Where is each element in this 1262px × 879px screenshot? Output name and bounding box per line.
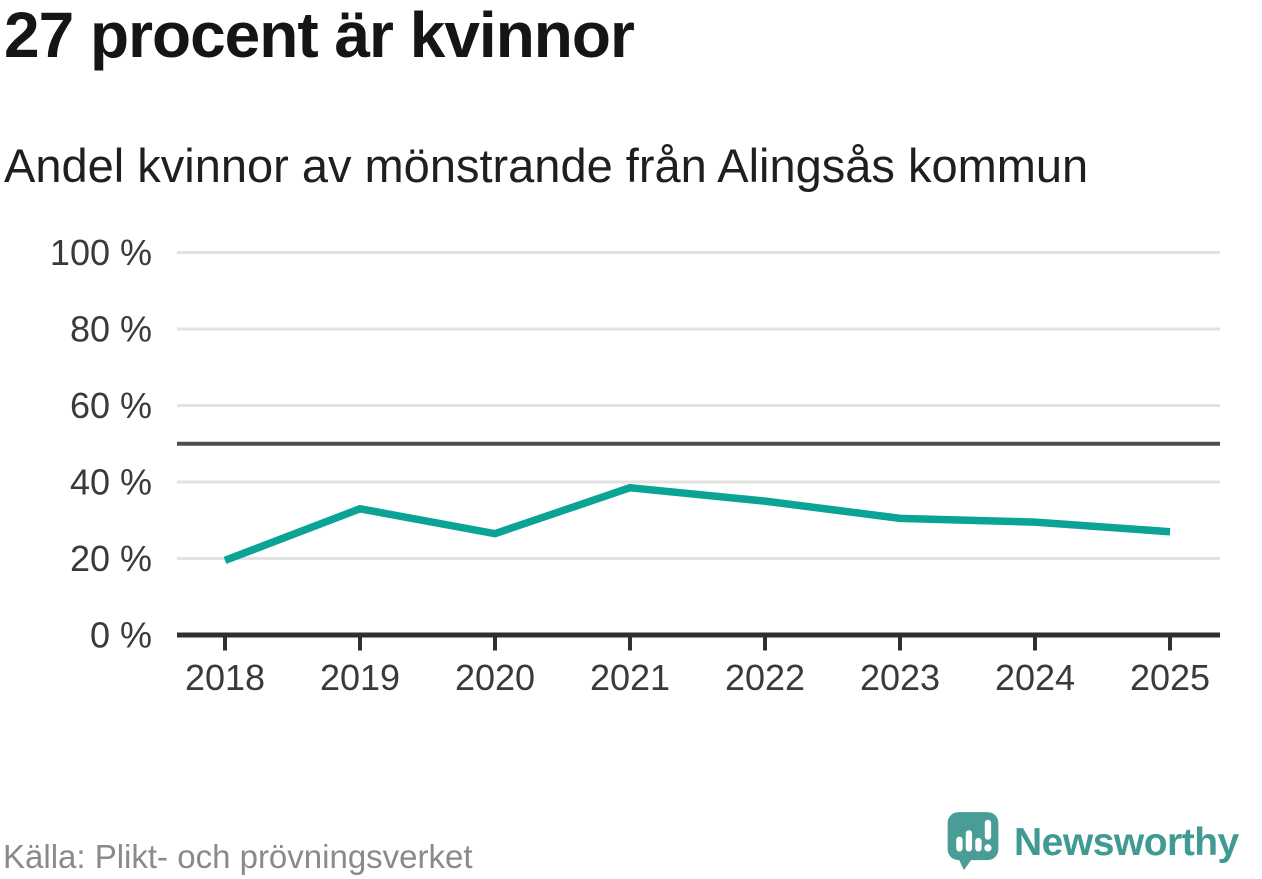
y-axis-label-80: 80 % <box>70 309 152 350</box>
chart-subtitle: Andel kvinnor av mönstrande från Alingså… <box>4 139 1089 192</box>
data-line <box>223 483 1171 564</box>
newsworthy-wordmark: Newsworthy <box>1014 820 1239 864</box>
y-axis-label-20: 20 % <box>70 538 152 579</box>
x-axis-label-2024: 2024 <box>995 657 1075 698</box>
x-axis-label-2022: 2022 <box>725 657 805 698</box>
x-axis-label-2021: 2021 <box>590 657 670 698</box>
x-axis-label-2019: 2019 <box>320 657 400 698</box>
y-axis-label-100: 100 % <box>50 232 152 273</box>
logo-bar-1 <box>956 836 963 852</box>
y-axis-label-40: 40 % <box>70 462 152 503</box>
x-axis-label-2025: 2025 <box>1130 657 1210 698</box>
logo-bar-2 <box>965 830 973 852</box>
newsworthy-logo: Newsworthy <box>944 808 1239 876</box>
newsworthy-speech-bubble-icon <box>947 812 999 871</box>
x-axis-label-2023: 2023 <box>860 657 940 698</box>
logo-bar-3 <box>975 837 982 852</box>
chart-title: 27 procent är kvinnor <box>4 0 635 71</box>
x-axis-label-2020: 2020 <box>455 657 535 698</box>
y-axis-label-60: 60 % <box>70 385 152 426</box>
logo-exclamation-dot <box>984 844 992 852</box>
source-note: Källa: Plikt- och prövningsverket <box>3 838 473 875</box>
logo-exclamation-stroke <box>984 819 992 840</box>
y-axis-label-0: 0 % <box>90 615 152 656</box>
x-axis-label-2018: 2018 <box>185 657 265 698</box>
